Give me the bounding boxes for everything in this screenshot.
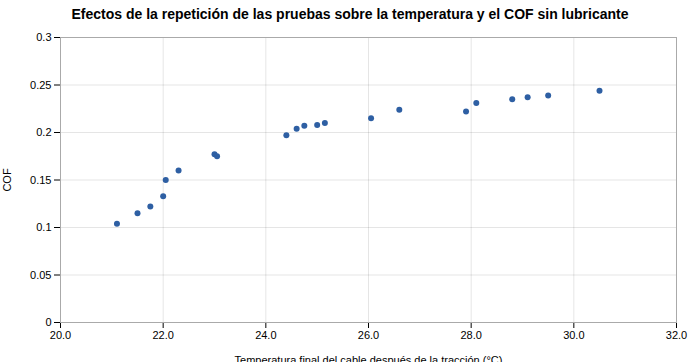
svg-text:0.05: 0.05 (30, 268, 51, 280)
svg-text:24.0: 24.0 (255, 329, 276, 341)
svg-text:0.15: 0.15 (30, 173, 51, 185)
svg-text:COF: COF (1, 168, 13, 192)
svg-text:0.3: 0.3 (36, 31, 51, 43)
svg-text:32.0: 32.0 (666, 329, 687, 341)
svg-text:20.0: 20.0 (50, 329, 71, 341)
svg-text:22.0: 22.0 (152, 329, 173, 341)
html-text:Efectos de la repetición de la: Efectos de la repetición de las pruebas … (71, 6, 629, 22)
svg-text:Temperatura final del cable de: Temperatura final del cable después de l… (235, 353, 503, 362)
svg-text:30.0: 30.0 (563, 329, 584, 341)
svg-text:0.2: 0.2 (36, 126, 51, 138)
svg-text:28.0: 28.0 (460, 329, 481, 341)
svg-text:26.0: 26.0 (358, 329, 379, 341)
svg-text:0.25: 0.25 (30, 78, 51, 90)
svg-text:0: 0 (45, 316, 51, 328)
svg-text:0.1: 0.1 (36, 221, 51, 233)
